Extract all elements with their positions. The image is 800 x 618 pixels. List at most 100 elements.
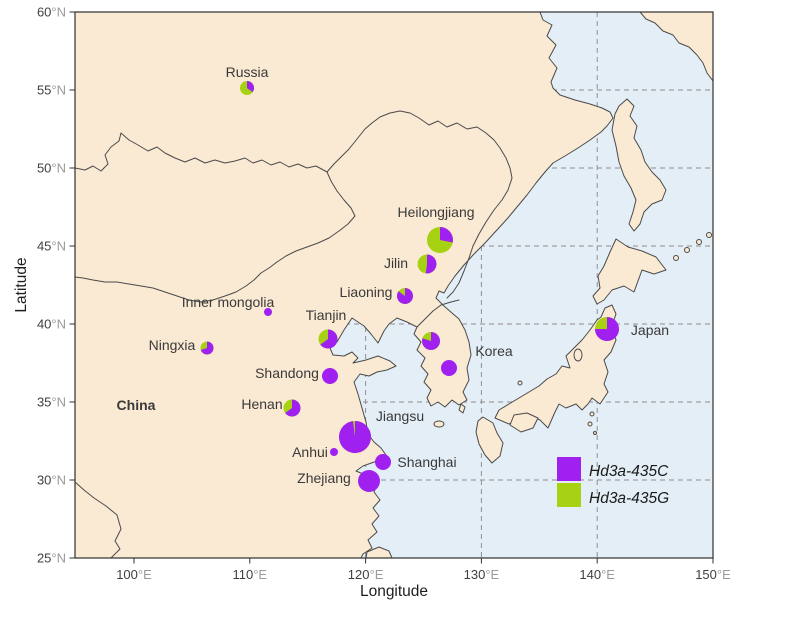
x-axis: 100°E 110°E 120°E 130°E 140°E 150°E [116,558,731,582]
hokkaido-island [592,238,667,305]
y-tick-label-30: 30°N [37,473,66,488]
kuril-island-2 [684,247,690,253]
pie-charts [200,81,619,492]
legend-swatch-hd3a-435g [557,483,581,507]
pie-slice-hd3a-435c [358,470,380,492]
jeju-island [433,420,445,428]
y-tick-label-25: 25°N [37,551,66,566]
pie-russia [240,81,254,95]
y-tick-label-55: 55°N [37,83,66,98]
x-tick-label-100: 100°E [116,567,152,582]
legend: Hd3a-435C Hd3a-435G [557,457,669,507]
label-henan: Henan [241,396,282,412]
kuril-island-3 [696,239,702,245]
label-jilin: Jilin [384,255,408,271]
pie-korea-north [421,332,440,350]
pie-slice-hd3a-435c [330,448,338,456]
pie-korea-south [441,360,457,376]
pie-slice-hd3a-435c [247,81,254,93]
sado-island [573,348,583,362]
legend-swatch-hd3a-435c [557,457,581,481]
x-tick-label-120: 120°E [348,567,384,582]
label-korea: Korea [475,343,513,359]
border-russia-mongolia-north [75,132,328,173]
y-tick-label-35: 35°N [37,395,66,410]
pie-tianjin [318,329,338,349]
izu-island-3 [593,431,597,435]
label-zhejiang: Zhejiang [297,470,351,486]
pie-japan [595,317,619,341]
border-china-southwest [75,481,122,558]
border-mongolia-east-south [75,171,356,303]
plot-frame [74,11,714,559]
x-tick-label-140: 140°E [579,567,615,582]
label-china: China [117,397,156,413]
pie-slice-hd3a-435c [375,454,391,470]
y-tick-label-60: 60°N [37,5,66,20]
sakhalin-island [611,98,667,232]
border-china-korea [416,299,460,328]
eurasia-mainland-coastline [75,12,614,558]
pie-jiangsu [339,421,372,453]
label-tianjin: Tianjin [306,307,347,323]
label-japan: Japan [631,322,669,338]
pie-slice-hd3a-435c [320,329,338,349]
label-russia: Russia [226,64,269,80]
pie-slice-hd3a-435c [441,360,457,376]
pie-liaoning [397,287,414,304]
pie-slice-hd3a-435c [264,308,272,316]
pie-slice-hd3a-435c [322,368,338,384]
pie-slice-hd3a-435c [285,399,301,417]
izu-island-1 [589,411,595,417]
label-ningxia: Ningxia [149,337,196,353]
x-axis-title: Longitude [360,583,428,600]
pie-shandong [322,368,338,384]
kuril-island-1 [673,255,679,261]
pie-jilin [417,254,437,274]
label-shanghai: Shanghai [397,454,456,470]
pie-shanghai [375,454,391,470]
izu-island-2 [587,421,593,427]
okhotsk-corner-coastline [639,12,713,82]
label-liaoning: Liaoning [340,284,393,300]
label-heilongjiang: Heilongjiang [397,204,474,220]
label-inner-mongolia: Inner mongolia [182,294,275,310]
label-jiangsu: Jiangsu [376,408,424,424]
legend-label-hd3a-435g: Hd3a-435G [589,490,669,507]
pie-heilongjiang [427,227,454,253]
pie-slice-hd3a-435c [425,254,437,274]
oki-island [517,380,523,386]
y-axis-title: Latitude [13,257,30,312]
pie-anhui [330,448,338,456]
y-tick-label-40: 40°N [37,317,66,332]
pie-ningxia [200,341,214,355]
pie-slice-hd3a-435c [200,341,214,355]
label-shandong: Shandong [255,365,319,381]
x-tick-label-110: 110°E [232,567,267,582]
pie-slice-hd3a-435c [397,287,414,304]
pie-zhejiang [358,470,380,492]
tsushima-island [458,403,466,414]
landmasses [75,12,713,558]
country-borders [75,110,513,558]
pie-slice-hd3a-435c [339,421,372,453]
x-tick-label-130: 130°E [464,567,500,582]
kuril-island-4 [706,232,712,238]
pie-slice-hd3a-435c [595,317,619,341]
y-axis: 25°N 30°N 35°N 40°N 45°N 50°N 55°N 60°N [37,5,75,566]
border-russia-china-amur [326,110,513,299]
label-anhui: Anhui [292,444,328,460]
kyushu-island [475,416,504,464]
pie-slice-hd3a-435c [421,332,440,350]
y-tick-label-45: 45°N [37,239,66,254]
legend-label-hd3a-435c: Hd3a-435C [589,463,669,480]
pie-henan [283,399,301,417]
pie-slice-hd3a-435c [440,227,454,243]
pie-inner-mongolia [264,308,272,316]
map-labels: Russia Heilongjiang Jilin Liaoning Tianjin In… [117,64,670,486]
y-tick-label-50: 50°N [37,161,66,176]
taiwan-north-tip [365,546,393,558]
shikoku-island [509,412,539,433]
